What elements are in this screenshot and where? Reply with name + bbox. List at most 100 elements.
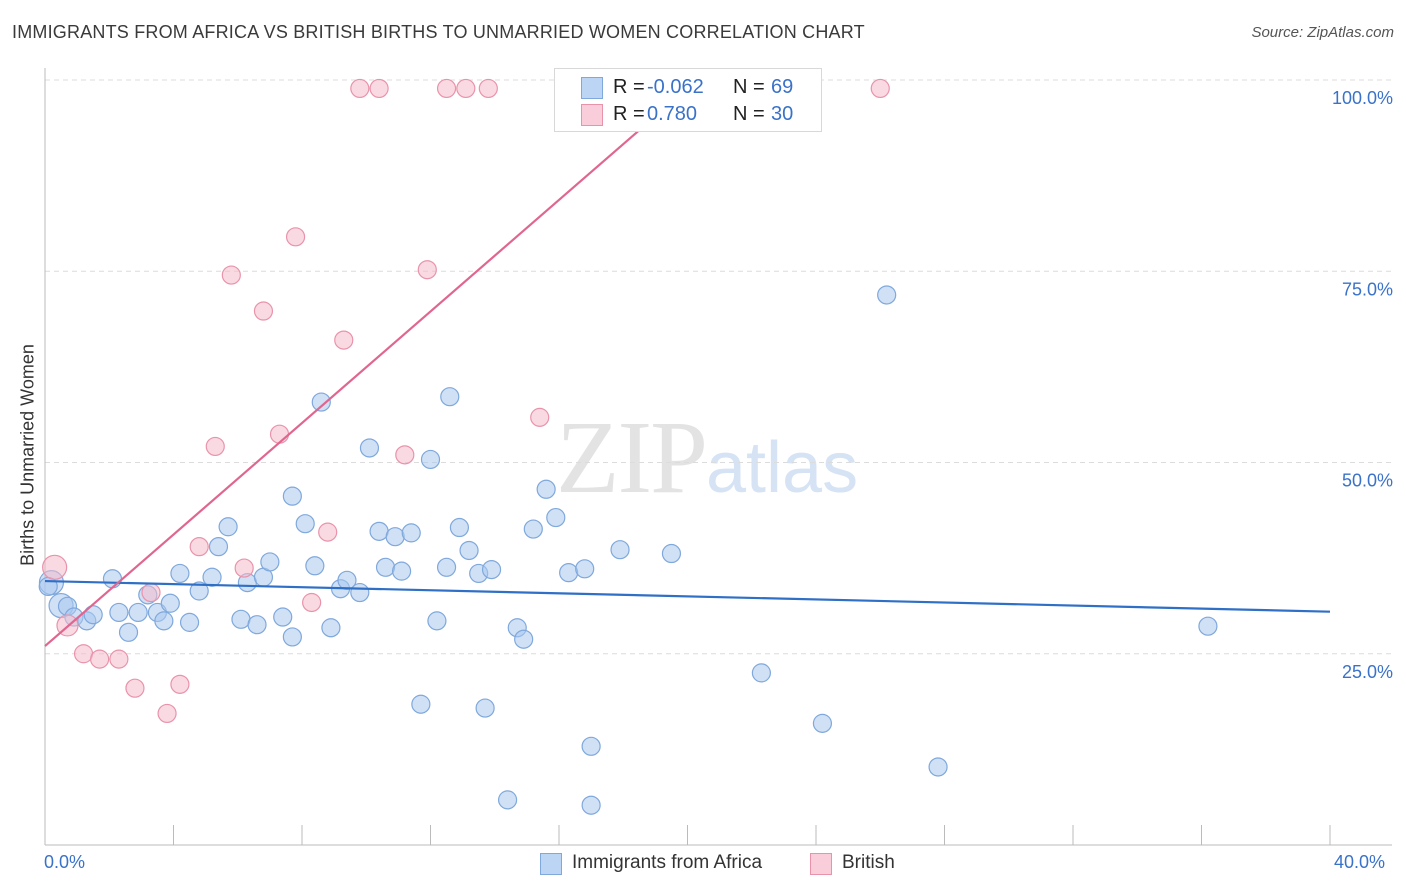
point-africa bbox=[610, 540, 630, 560]
point-africa bbox=[391, 561, 412, 581]
point-british bbox=[125, 678, 145, 698]
x-tick-label-min: 0.0% bbox=[44, 852, 86, 872]
point-africa bbox=[581, 736, 601, 756]
legend-swatch-british bbox=[581, 104, 603, 126]
watermark: ZIPatlas bbox=[556, 398, 858, 517]
point-africa bbox=[260, 552, 280, 572]
point-africa bbox=[282, 627, 302, 647]
point-africa bbox=[273, 607, 293, 627]
legend-n-label: N = bbox=[733, 103, 765, 125]
point-africa bbox=[359, 438, 380, 458]
point-africa bbox=[812, 713, 833, 733]
point-africa bbox=[231, 609, 251, 629]
point-africa bbox=[83, 605, 103, 625]
correlation-legend: R = -0.062 N = 69 R = 0.780 N = 30 bbox=[554, 68, 822, 132]
point-africa bbox=[475, 698, 495, 718]
trend-line-africa bbox=[44, 579, 1331, 613]
legend-label-africa: Immigrants from Africa bbox=[572, 852, 763, 873]
point-british bbox=[456, 78, 476, 99]
point-british bbox=[170, 674, 190, 694]
point-africa bbox=[581, 795, 601, 815]
trend-line-british bbox=[44, 79, 698, 647]
point-africa bbox=[575, 559, 595, 579]
point-africa bbox=[523, 519, 543, 539]
point-africa bbox=[208, 537, 229, 557]
point-british bbox=[205, 436, 225, 457]
legend-r-value: 0.780 bbox=[647, 103, 698, 125]
point-british bbox=[42, 554, 68, 580]
watermark-atlas: atlas bbox=[706, 428, 859, 508]
point-africa bbox=[102, 569, 123, 589]
point-british bbox=[395, 445, 415, 465]
point-africa bbox=[661, 543, 682, 564]
point-british bbox=[870, 78, 890, 99]
source-credit: Source: ZipAtlas.com bbox=[1251, 24, 1394, 41]
point-africa bbox=[420, 449, 441, 470]
legend-r-label: R = bbox=[613, 76, 645, 98]
point-africa bbox=[282, 486, 302, 506]
point-africa bbox=[385, 527, 405, 547]
point-africa bbox=[311, 392, 331, 412]
point-africa bbox=[546, 507, 566, 528]
point-africa bbox=[411, 694, 431, 714]
point-africa bbox=[449, 517, 470, 538]
legend-swatch-british bbox=[810, 853, 832, 875]
point-africa bbox=[1198, 616, 1218, 636]
point-africa bbox=[179, 612, 200, 632]
point-british bbox=[141, 582, 161, 603]
point-africa bbox=[427, 611, 447, 631]
point-africa bbox=[160, 593, 180, 613]
point-africa bbox=[247, 615, 267, 635]
point-british bbox=[350, 78, 370, 99]
point-africa bbox=[928, 757, 948, 777]
point-british bbox=[253, 301, 274, 321]
point-british bbox=[530, 407, 550, 427]
point-africa bbox=[109, 602, 129, 623]
point-british bbox=[157, 703, 177, 724]
point-africa bbox=[459, 540, 479, 561]
legend-n-value: 30 bbox=[771, 103, 794, 125]
point-africa bbox=[128, 602, 148, 623]
legend-label-british: British bbox=[842, 852, 895, 873]
point-africa bbox=[350, 582, 370, 603]
point-british bbox=[436, 78, 457, 99]
legend-n-label: N = bbox=[733, 76, 765, 98]
point-africa bbox=[440, 387, 460, 407]
point-africa bbox=[375, 557, 396, 577]
point-africa bbox=[305, 556, 325, 576]
point-africa bbox=[436, 557, 457, 577]
point-africa bbox=[118, 622, 139, 642]
point-africa bbox=[536, 479, 556, 499]
y-axis-title: Births to Unmarried Women bbox=[17, 344, 38, 566]
point-africa bbox=[751, 663, 771, 683]
point-british bbox=[285, 227, 306, 247]
point-british bbox=[269, 424, 290, 444]
point-africa bbox=[369, 521, 389, 541]
legend-n-value: 69 bbox=[771, 76, 794, 98]
point-africa bbox=[559, 563, 579, 583]
y-tick-label: 25.0% bbox=[1342, 662, 1393, 682]
point-africa bbox=[295, 514, 315, 534]
legend-swatch-africa bbox=[581, 77, 603, 99]
legend-swatch-africa bbox=[540, 853, 562, 875]
legend-r-label: R = bbox=[613, 103, 645, 125]
x-tick-label-max: 40.0% bbox=[1334, 852, 1386, 872]
point-africa bbox=[514, 629, 534, 649]
point-british bbox=[478, 78, 498, 99]
point-british bbox=[417, 260, 437, 280]
point-british bbox=[318, 522, 338, 542]
point-british bbox=[109, 649, 129, 669]
point-british bbox=[302, 592, 322, 613]
point-british bbox=[189, 537, 209, 557]
point-africa bbox=[498, 790, 518, 810]
point-africa bbox=[218, 517, 238, 537]
point-africa bbox=[202, 567, 222, 587]
point-africa bbox=[401, 523, 421, 543]
chart-title: IMMIGRANTS FROM AFRICA VS BRITISH BIRTHS… bbox=[12, 22, 865, 42]
point-british bbox=[221, 265, 241, 285]
y-tick-label: 75.0% bbox=[1342, 279, 1393, 299]
point-british bbox=[369, 78, 389, 99]
point-africa bbox=[877, 285, 897, 305]
point-british bbox=[90, 649, 110, 669]
